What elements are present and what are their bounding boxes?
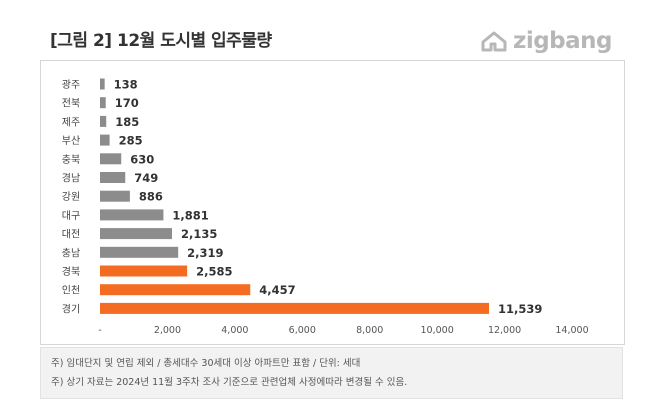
bar [100, 97, 106, 109]
x-tick-label: 4,000 [221, 325, 248, 336]
x-tick-label: 10,000 [421, 325, 454, 336]
bar [100, 209, 164, 221]
category-label: 충남 [62, 247, 80, 259]
bar [100, 172, 126, 183]
category-label: 광주 [62, 79, 80, 91]
bar [100, 246, 179, 258]
value-label: 2,319 [187, 246, 223, 260]
bar [100, 115, 107, 127]
category-label: 인천 [62, 285, 80, 297]
category-label: 전북 [62, 98, 80, 110]
bar [100, 265, 188, 277]
bar [100, 134, 110, 146]
value-label: 2,585 [196, 265, 232, 279]
value-label: 285 [119, 134, 143, 148]
footnote-2: 주) 상기 자료는 2024년 11월 3주차 조사 기준으로 관련업체 사정에… [51, 377, 408, 388]
x-tick-label: - [98, 325, 101, 336]
category-label: 강원 [62, 191, 80, 203]
value-label: 1,881 [172, 208, 208, 222]
bar [100, 302, 490, 314]
category-label: 대구 [62, 210, 80, 222]
bar [100, 284, 251, 296]
chart-title: [그림 2] 12월 도시별 입주물량 [50, 31, 272, 51]
x-tick-label: 8,000 [356, 325, 383, 336]
zigbang-house-icon [481, 31, 507, 52]
value-label: 138 [114, 78, 138, 92]
bar [100, 228, 172, 240]
category-label: 경북 [62, 265, 80, 278]
value-label: 170 [115, 96, 139, 110]
category-label: 경남 [62, 172, 80, 185]
category-label: 대전 [62, 229, 80, 241]
value-label: 185 [115, 115, 139, 129]
value-label: 2,135 [181, 227, 217, 241]
bar [100, 190, 130, 202]
category-label: 충북 [62, 154, 80, 166]
footnotes: 주) 임대단지 및 연립 제외 / 총세대수 30세대 이상 아파트만 표함 /… [40, 347, 623, 399]
chart-frame: 광주 138 전북 170 제주 185 부산 285 충북 630 경남 749 강원 886 대구 1,8… [40, 60, 625, 345]
zigbang-logo: zigbang [481, 28, 613, 54]
category-label: 경기 [62, 302, 80, 315]
x-tick-label: 14,000 [555, 325, 588, 336]
value-label: 11,539 [498, 302, 542, 316]
value-label: 886 [139, 190, 163, 204]
category-label: 부산 [62, 135, 80, 147]
value-label: 630 [130, 152, 154, 166]
x-tick-label: 12,000 [488, 325, 521, 336]
value-label: 4,457 [259, 283, 295, 297]
value-label: 749 [134, 171, 158, 185]
logo-text: zigbang [512, 28, 613, 54]
footnote-1: 주) 임대단지 및 연립 제외 / 총세대수 30세대 이상 아파트만 표함 /… [51, 358, 361, 369]
x-tick-label: 6,000 [289, 325, 316, 336]
category-label: 제주 [62, 116, 80, 128]
bar [100, 78, 105, 90]
bar-chart: 광주 138 전북 170 제주 185 부산 285 충북 630 경남 749 강원 886 대구 1,8… [62, 78, 589, 337]
bar [100, 153, 122, 165]
x-tick-label: 2,000 [154, 325, 181, 336]
